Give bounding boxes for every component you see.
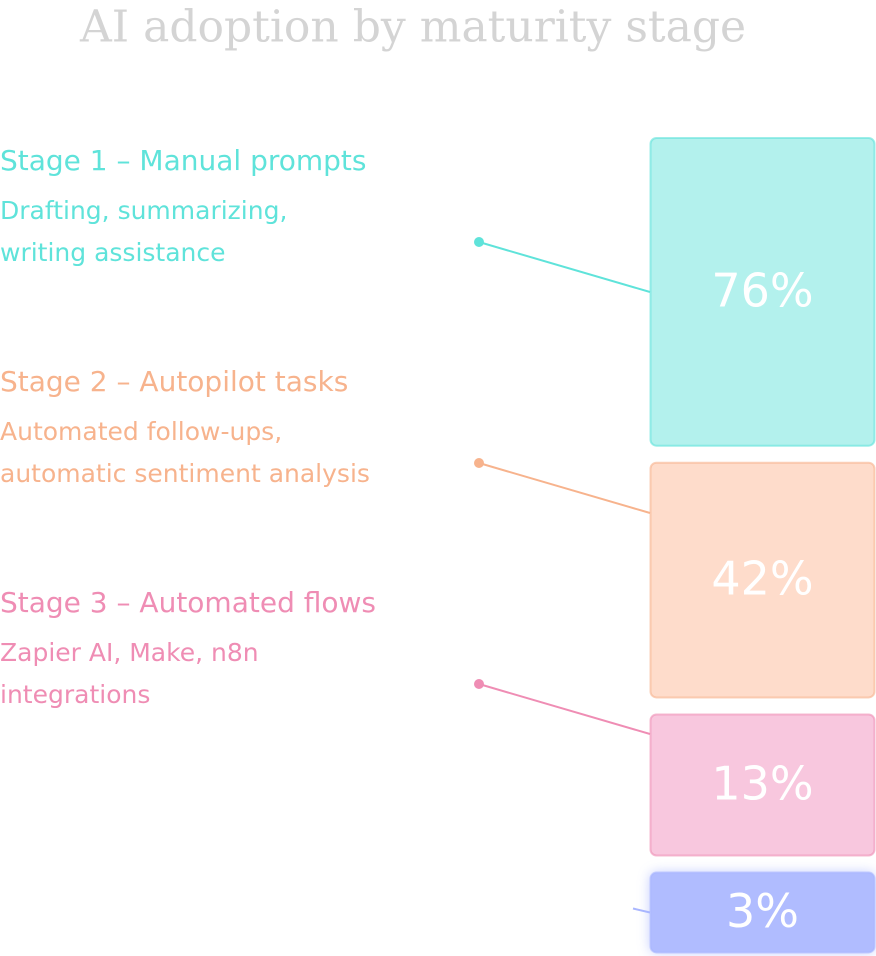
bar bbox=[649, 137, 876, 447]
stage-description: integrations bbox=[0, 680, 150, 709]
stage-description: Automated follow-ups, bbox=[0, 417, 282, 446]
value-label: 3% bbox=[726, 884, 799, 938]
value-label: 13% bbox=[711, 756, 813, 810]
bar bbox=[649, 461, 876, 699]
chart-title: AI adoption by maturity stage bbox=[79, 2, 746, 53]
value-label: 76% bbox=[711, 263, 813, 317]
connector bbox=[478, 462, 651, 514]
connector bbox=[478, 241, 651, 293]
stage-title: Stage 3 – Automated flows bbox=[0, 586, 376, 619]
stage-description: automatic sentiment analysis bbox=[0, 459, 370, 488]
stage-description: Drafting, summarizing, bbox=[0, 196, 287, 225]
connector bbox=[478, 683, 651, 735]
connector bbox=[632, 907, 651, 914]
bar bbox=[649, 713, 876, 857]
stage-title: Stage 1 – Manual prompts bbox=[0, 144, 367, 177]
value-label: 42% bbox=[711, 552, 813, 606]
bar bbox=[649, 871, 876, 954]
connector-dot bbox=[474, 237, 484, 247]
stage-title: Stage 2 – Autopilot tasks bbox=[0, 365, 348, 398]
stage-description: writing assistance bbox=[0, 238, 226, 267]
connector-dot bbox=[474, 458, 484, 468]
connector-dot bbox=[474, 679, 484, 689]
stage-description: Zapier AI, Make, n8n bbox=[0, 638, 259, 667]
